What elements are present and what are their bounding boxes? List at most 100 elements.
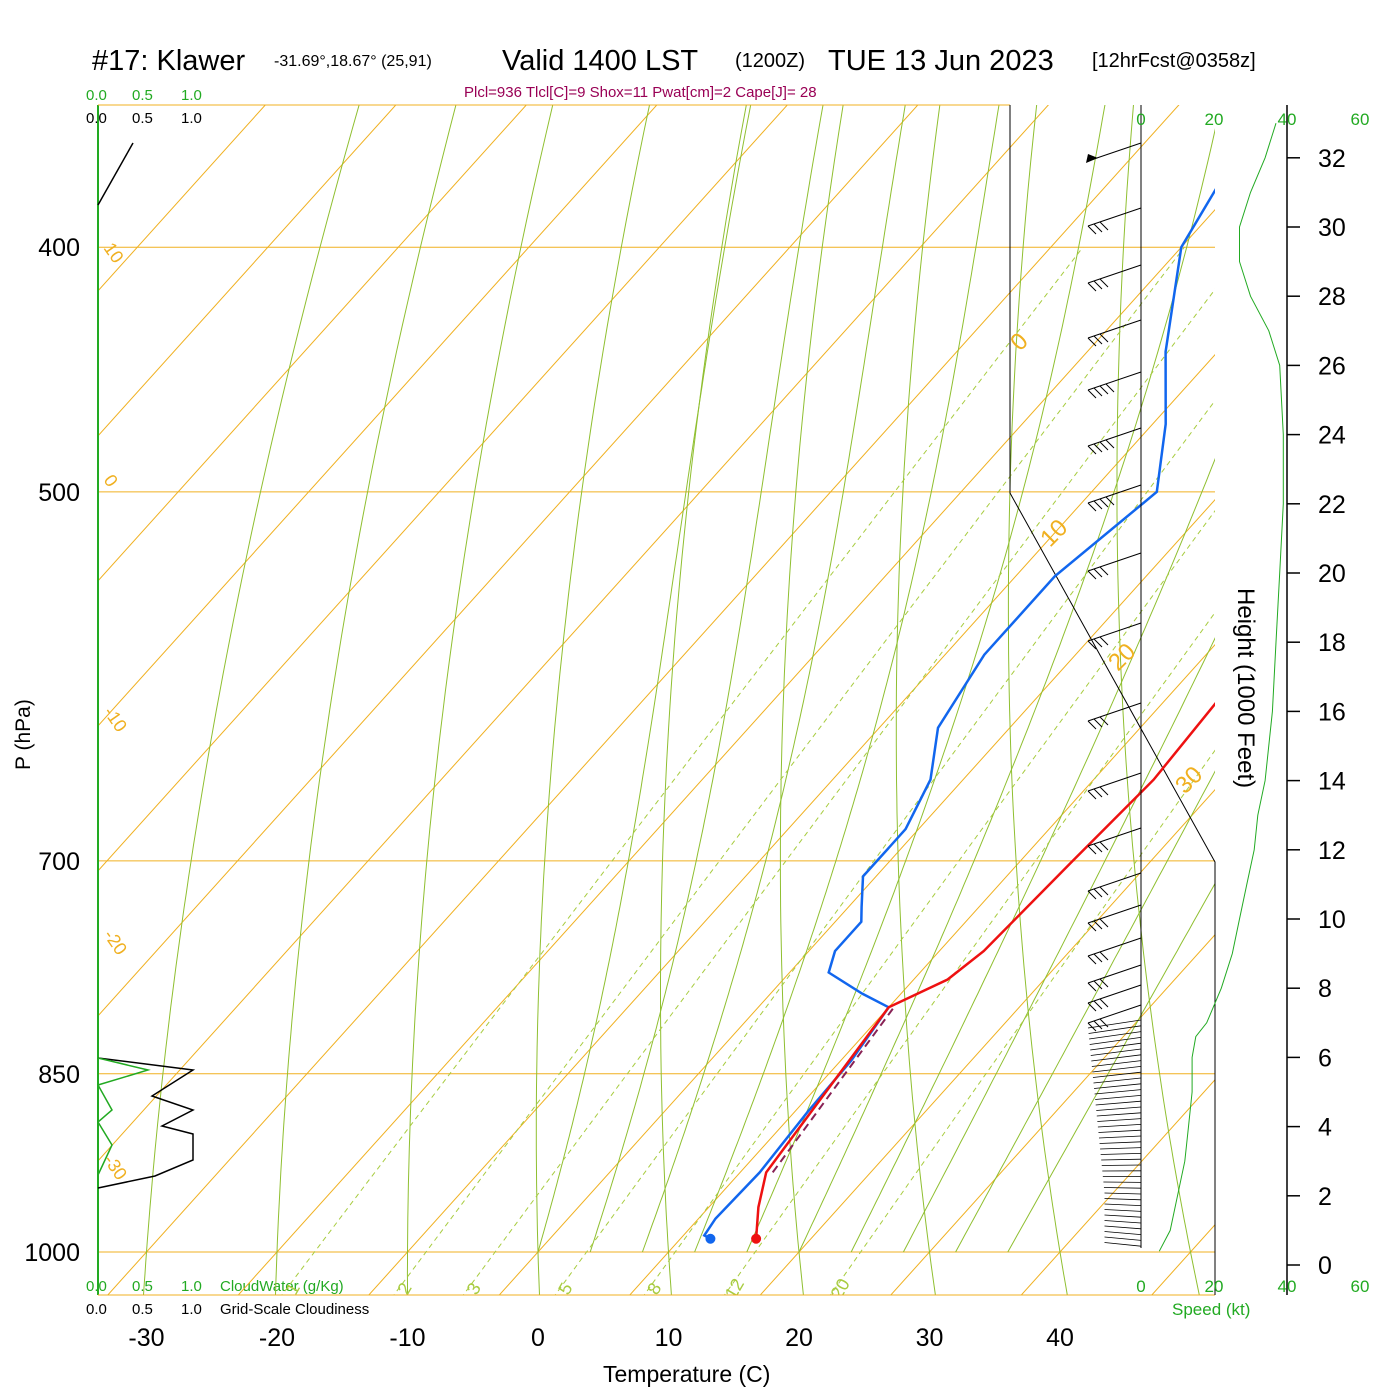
- moist-adiabat-line: [850, 457, 1215, 1253]
- pressure-tick-700: 700: [38, 848, 80, 876]
- wind-barb: [1092, 1071, 1142, 1078]
- isotherm-line: [98, 105, 658, 727]
- wind-barb: [1087, 872, 1142, 900]
- isotherm-line: [498, 499, 1215, 1295]
- height-tick-24: 24: [1318, 422, 1346, 450]
- wind-barb: [1086, 142, 1142, 163]
- cloud-scale-top-black-1: 0.5: [132, 110, 153, 127]
- dry-adiabat-line: [779, 105, 844, 1295]
- mixing-ratio-label-20: 20: [827, 1275, 854, 1302]
- wind-barb: [1087, 622, 1142, 650]
- wind-barb: [1097, 1124, 1142, 1128]
- moist-adiabat-line: [641, 105, 906, 1253]
- height-axis-label: Height (1000 Feet): [1232, 588, 1259, 788]
- wind-barb: [1087, 827, 1142, 855]
- speed-axis-label: Speed (kt): [1172, 1300, 1250, 1319]
- wind-barb: [1095, 1100, 1142, 1106]
- temperature-axis-label: Temperature (C): [603, 1361, 770, 1387]
- speed-tick-bottom-0: 0: [1136, 1277, 1145, 1296]
- speed-tick-bottom-20: 20: [1205, 1277, 1224, 1296]
- isotherm-label-0: 0: [100, 471, 122, 491]
- height-tick-30: 30: [1318, 214, 1346, 242]
- moist-adiabat-line: [694, 105, 1000, 1253]
- moist-adiabat-line: [1007, 882, 1215, 1253]
- wind-barb: [1098, 1135, 1142, 1139]
- temperature-tick--20: -20: [259, 1324, 295, 1352]
- isotherm-line: [237, 209, 1215, 1295]
- sounding-indices: Plcl=936 Tlcl[C]=9 Shox=11 Pwat[cm]=2 Ca…: [464, 84, 817, 101]
- isotherm-label--20: -20: [100, 926, 131, 959]
- wind-barb: [1104, 1236, 1142, 1241]
- cloudiness-profile: [96, 142, 196, 1189]
- wind-barb: [1104, 1231, 1142, 1235]
- wind-barb: [1092, 1066, 1142, 1073]
- wind-barb: [1087, 937, 1142, 965]
- isotherm-line: [98, 105, 919, 1017]
- isotherm-line: [98, 105, 1049, 1162]
- cloud-scale-bottom: 0.0 0.5 1.0 CloudWater (g/Kg) 0.0 0.5 1.…: [86, 1278, 369, 1318]
- dry-adiabat-line: [660, 105, 747, 1295]
- speed-tick-top-40: 40: [1278, 110, 1297, 129]
- dewpoint-profile-line: [702, 188, 1215, 1240]
- wind-barb: [1087, 207, 1142, 235]
- mixing-ratio-line: [829, 749, 1215, 1295]
- cloud-scale-bottom-black-2: 1.0: [181, 1301, 202, 1318]
- wind-barb: [1094, 1089, 1142, 1095]
- mixing-ratio-line: [462, 288, 1215, 1295]
- height-tick-32: 32: [1318, 145, 1346, 173]
- wind-barb: [1101, 1164, 1142, 1166]
- moist-adiabat-line: [589, 105, 824, 1253]
- isotherm-line: [98, 105, 397, 437]
- wind-barb: [1104, 1203, 1142, 1206]
- cloudiness-label: Grid-Scale Cloudiness: [220, 1301, 369, 1318]
- mixing-ratio-line: [723, 611, 1215, 1295]
- wind-barb: [1087, 772, 1142, 800]
- height-tick-0: 0: [1318, 1252, 1332, 1280]
- zulu-time: (1200Z): [735, 50, 805, 72]
- wind-barb: [1087, 1019, 1142, 1029]
- isotherm-label-right-0: 0: [1005, 328, 1034, 357]
- dry-adiabat-line: [1116, 105, 1200, 1295]
- mixing-ratio-line: [554, 399, 1215, 1295]
- height-tick-14: 14: [1318, 768, 1346, 796]
- temperature-tick--30: -30: [128, 1324, 164, 1352]
- height-tick-4: 4: [1318, 1114, 1332, 1142]
- speed-tick-top-0: 0: [1136, 110, 1145, 129]
- wind-barb: [1104, 1242, 1142, 1247]
- wind-barb: [1104, 1214, 1142, 1218]
- isotherm-label-right-30: 30: [1170, 761, 1208, 799]
- isotherm-line: [98, 105, 527, 582]
- wind-barb: [1090, 1048, 1142, 1056]
- dry-adiabat-line: [406, 105, 554, 1295]
- cloud-scale-bottom-green-1: 0.5: [132, 1278, 153, 1295]
- pressure-tick-1000: 1000: [24, 1239, 80, 1267]
- wind-barb: [1087, 319, 1142, 347]
- profiles: [702, 188, 1215, 1244]
- isotherm-line: [890, 934, 1215, 1295]
- height-tick-12: 12: [1318, 837, 1346, 865]
- wind-barb: [1097, 1118, 1142, 1122]
- wind-barb: [1088, 1025, 1142, 1034]
- wind-barb: [1091, 1060, 1142, 1067]
- wind-barb: [1101, 1158, 1142, 1161]
- isotherm-label-right-10: 10: [1035, 514, 1073, 552]
- speed-tick-bottom-60: 60: [1351, 1277, 1370, 1296]
- moist-adiabat-line: [902, 637, 1215, 1253]
- plot-frame: [97, 104, 1216, 1296]
- temperature-ticks: -30 -20 -10 0 10 20 30 40: [128, 1324, 1073, 1352]
- temperature-tick-10: 10: [655, 1324, 683, 1352]
- wind-barb: [1096, 1106, 1142, 1111]
- moist-adiabat-line: [955, 770, 1215, 1253]
- wind-barb: [1098, 1129, 1142, 1133]
- height-tick-18: 18: [1318, 629, 1346, 657]
- isotherm-line: [107, 105, 1180, 1295]
- wind-barb: [1104, 1192, 1142, 1195]
- isotherm-line: [368, 354, 1215, 1295]
- forecast-info: [12hrFcst@0358z]: [1092, 50, 1256, 72]
- wind-barb: [1096, 1112, 1142, 1117]
- wind-barb: [1094, 1083, 1142, 1089]
- moist-adiabat-line: [537, 105, 752, 1253]
- speed-tick-bottom-40: 40: [1278, 1277, 1297, 1296]
- isotherm-line: [759, 789, 1215, 1295]
